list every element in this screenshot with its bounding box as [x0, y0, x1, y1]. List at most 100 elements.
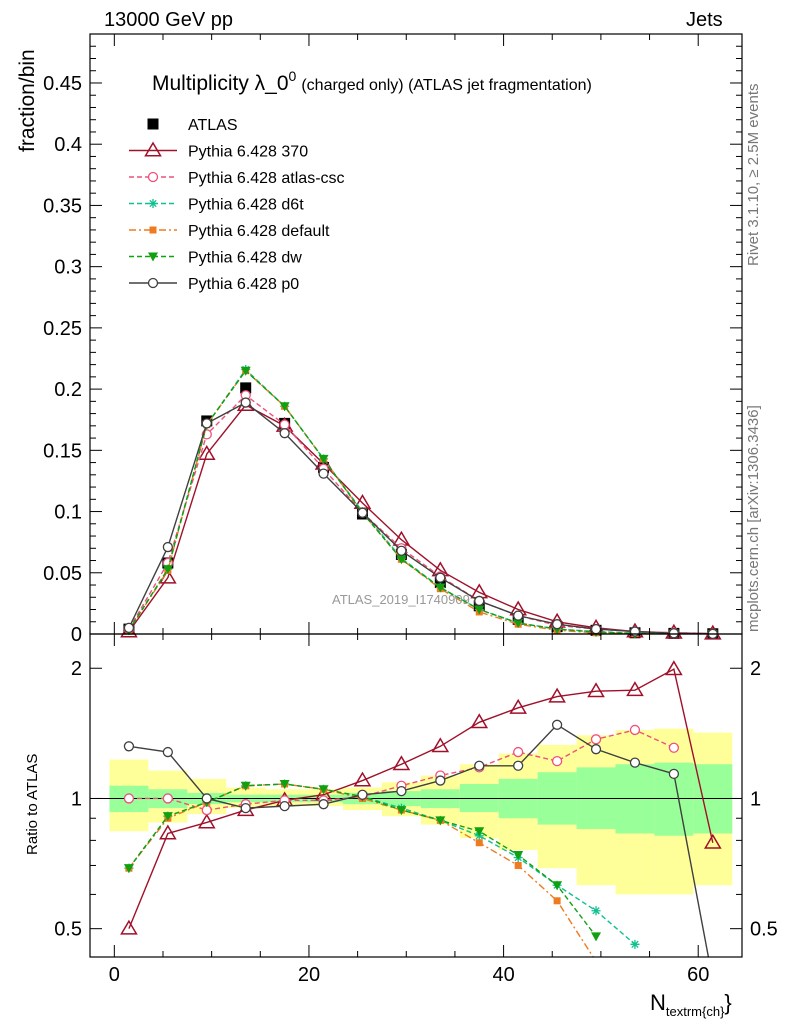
- ratio-data-point: [240, 781, 251, 791]
- main-data-point: [551, 619, 563, 630]
- ratio-data-point: [396, 785, 407, 797]
- legend-entry: ATLAS: [147, 117, 238, 134]
- chart-title-note: (charged only) (ATLAS jet fragmentation): [301, 77, 592, 94]
- ratio-data-point: [162, 793, 174, 804]
- ratio-data-point: [551, 755, 563, 767]
- main-data-point: [474, 595, 485, 607]
- ratio-series-line: [128, 723, 710, 957]
- main-data-point: [590, 623, 602, 635]
- legend-marker: [147, 277, 159, 289]
- y-tick-label: 0.3: [54, 257, 82, 279]
- chart-title-main: Multiplicity λ_0: [152, 72, 289, 95]
- ratio-data-point: [591, 906, 601, 916]
- mcplots-label: mcplots.cern.ch [arXiv:1306.3436]: [745, 405, 762, 632]
- legend-label: Pythia 6.428 370: [188, 144, 308, 161]
- ratio-data-point: [590, 744, 602, 755]
- ratio-data-point: [279, 800, 290, 812]
- legend-marker: [147, 171, 159, 183]
- main-data-point: [396, 545, 407, 556]
- y-tick-label: 0.4: [54, 134, 82, 156]
- ratio-data-point: [123, 741, 135, 752]
- ratio-data-point: [123, 793, 135, 804]
- ratio-data-point: [120, 919, 138, 935]
- legend-entry: Pythia 6.428 370: [129, 141, 308, 161]
- y-tick-label: 0.45: [43, 73, 82, 95]
- chart-title: Multiplicity λ_00(charged only) (ATLAS j…: [152, 68, 592, 95]
- x-axis-label: Ntextrm{ch}}: [650, 990, 732, 1019]
- ratio-data-point: [240, 802, 251, 814]
- ratio-y-tick-label-right: 1: [750, 788, 761, 810]
- ratio-series-group: [120, 660, 722, 957]
- main-data-point: [357, 507, 368, 518]
- main-series-6: [123, 397, 718, 640]
- y-tick-label: 0.15: [43, 440, 82, 462]
- main-data-point: [435, 583, 446, 593]
- y-axis-label: fraction/bin: [16, 49, 39, 152]
- ratio-y-tick-label: 2: [71, 658, 82, 680]
- main-data-point: [279, 402, 290, 412]
- y-tick-label: 0.25: [43, 318, 82, 340]
- legend-entry: Pythia 6.428 default: [129, 223, 330, 240]
- legend-label: Pythia 6.428 atlas-csc: [188, 170, 345, 187]
- legend-entry: Pythia 6.428 d6t: [129, 197, 304, 214]
- main-series-group: [120, 365, 722, 640]
- ratio-data-point: [509, 698, 527, 714]
- y-tick-label: 0.1: [54, 502, 82, 524]
- legend-marker: [149, 226, 157, 234]
- rivet-version-label: Rivet 3.1.10, ≥ 2.5M events: [745, 83, 762, 267]
- ratio-series-line: [128, 668, 714, 929]
- main-data-point: [201, 418, 212, 429]
- ratio-data-point: [474, 827, 485, 837]
- legend-entry: Pythia 6.428 p0: [129, 276, 299, 293]
- ratio-data-point: [629, 724, 641, 736]
- x-axis-label-main: N: [650, 990, 666, 1015]
- y-tick-label: 0.05: [43, 563, 82, 585]
- ratio-data-point: [548, 687, 566, 703]
- header-left-label: 13000 GeV pp: [104, 9, 233, 31]
- main-data-point: [279, 428, 290, 439]
- ratio-data-point: [629, 757, 641, 768]
- ratio-y-tick-label-right: 0.5: [750, 919, 778, 941]
- main-series-line: [128, 401, 713, 635]
- ratio-data-point: [553, 897, 561, 905]
- chart-title-superscript: 0: [289, 68, 297, 84]
- main-data-point: [123, 622, 135, 634]
- main-data-point: [240, 382, 252, 394]
- legend-label: Pythia 6.428 dw: [188, 250, 302, 267]
- main-data-point: [513, 610, 524, 621]
- ratio-data-point: [514, 861, 522, 869]
- ratio-y-tick-label: 1: [71, 788, 82, 810]
- main-data-point: [668, 628, 680, 639]
- ratio-data-point: [123, 864, 134, 874]
- ratio-data-point: [392, 755, 411, 771]
- ratio-data-point: [159, 824, 177, 840]
- y-tick-label: 0.35: [43, 195, 82, 217]
- main-data-point: [318, 468, 329, 479]
- main-data-point: [279, 419, 290, 430]
- ratio-data-point: [587, 682, 605, 698]
- ratio-data-point: [353, 771, 372, 787]
- ratio-data-point: [591, 932, 602, 942]
- legend-marker: [148, 252, 158, 262]
- x-tick-label: 60: [687, 964, 709, 986]
- main-data-point: [629, 626, 641, 637]
- main-data-point: [162, 541, 174, 553]
- y-tick-label: 0: [71, 624, 82, 646]
- ratio-data-point: [357, 789, 368, 800]
- legend-label: ATLAS: [188, 117, 238, 134]
- ratio-y-axis-label: Ratio to ATLAS: [24, 754, 41, 855]
- x-tick-label: 40: [492, 964, 514, 986]
- main-data-point: [435, 572, 446, 583]
- ratio-data-point: [197, 813, 216, 829]
- legend-marker: [148, 199, 158, 208]
- ratio-data-point: [513, 746, 524, 758]
- legend-marker: [147, 118, 159, 130]
- main-data-point: [240, 397, 251, 408]
- main-data-point: [474, 605, 485, 615]
- ratio-y-tick-label: 0.5: [54, 919, 82, 941]
- ratio-data-point: [703, 833, 722, 849]
- ratio-data-point: [435, 816, 446, 826]
- ratio-y-tick-label-right: 2: [750, 658, 761, 680]
- main-data-point: [162, 565, 173, 575]
- ratio-data-point: [162, 812, 173, 822]
